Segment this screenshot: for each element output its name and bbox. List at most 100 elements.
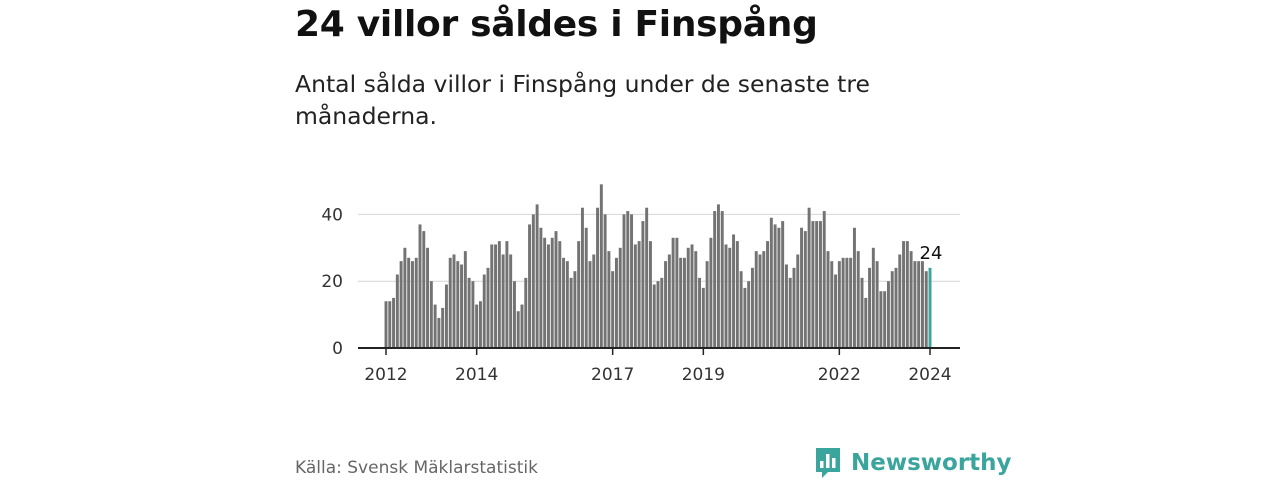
bar (611, 271, 615, 348)
bar (792, 267, 796, 348)
bar (811, 221, 815, 348)
bar (834, 274, 838, 348)
bar (720, 211, 724, 348)
bar (701, 287, 705, 348)
bar-highlight (928, 267, 932, 348)
bar (860, 277, 864, 348)
y-tick-label: 0 (332, 339, 343, 359)
bar (826, 251, 830, 348)
bar (841, 257, 845, 348)
bar (584, 227, 588, 348)
bar (637, 241, 641, 348)
bar (924, 271, 928, 348)
tick-labels: 0 20 40 2012 2014 2017 2019 2022 2024 (321, 205, 951, 385)
bar (728, 247, 732, 348)
bar (766, 241, 770, 348)
bar (800, 227, 804, 348)
bar (441, 307, 445, 348)
bar (713, 211, 717, 348)
bar (577, 241, 581, 348)
bar (664, 261, 668, 348)
bar (429, 281, 433, 348)
bars (384, 184, 932, 348)
bar (796, 254, 800, 348)
bar (735, 241, 739, 348)
bar (471, 281, 475, 348)
bar (667, 254, 671, 348)
bar (633, 244, 637, 348)
bar (490, 244, 494, 348)
brand-name: Newsworthy (851, 450, 1012, 476)
bar (414, 257, 418, 348)
bar (463, 251, 467, 348)
chart-subtitle: Antal sålda villor i Finspång under de s… (295, 70, 870, 130)
bar (822, 211, 826, 348)
y-tick-label: 40 (321, 205, 343, 225)
last-value-label: 24 (920, 243, 943, 264)
x-tick-label: 2014 (455, 365, 498, 385)
bar (433, 304, 437, 348)
bar (614, 257, 618, 348)
source-note: Källa: Svensk Mäklarstatistik (295, 458, 538, 478)
bar (482, 274, 486, 348)
bar (467, 277, 471, 348)
bar (395, 274, 399, 348)
bar (524, 277, 528, 348)
bar (599, 184, 603, 348)
x-tick-label: 2017 (591, 365, 634, 385)
bar (754, 251, 758, 348)
bar (656, 281, 660, 348)
bar (448, 257, 452, 348)
bar (743, 287, 747, 348)
bar (732, 234, 736, 348)
bar (501, 254, 505, 348)
bar (516, 311, 520, 348)
bar (546, 244, 550, 348)
bar (505, 241, 509, 348)
bar (618, 247, 622, 348)
axes (358, 347, 960, 355)
bar (607, 251, 611, 348)
bar (777, 227, 781, 348)
bar (486, 267, 490, 348)
bar (652, 284, 656, 348)
bar (920, 261, 924, 348)
bar (868, 267, 872, 348)
bar (875, 261, 879, 348)
bar (750, 267, 754, 348)
bar (399, 261, 403, 348)
bar (686, 247, 690, 348)
bar (852, 227, 856, 348)
bar (403, 247, 407, 348)
newsworthy-icon (816, 448, 840, 478)
bar (592, 254, 596, 348)
bar (580, 207, 584, 348)
bar (747, 281, 751, 348)
bar (648, 241, 652, 348)
newsworthy-logo[interactable]: Newsworthy (814, 445, 1012, 481)
bar (392, 297, 396, 348)
bar (705, 261, 709, 348)
bar (622, 214, 626, 348)
bar (894, 267, 898, 348)
bar (762, 251, 766, 348)
bar (898, 254, 902, 348)
bar (883, 291, 887, 348)
bar (856, 251, 860, 348)
bar (690, 244, 694, 348)
bar (682, 257, 686, 348)
bar (543, 237, 547, 348)
bar (830, 261, 834, 348)
bar (758, 254, 762, 348)
bar (626, 211, 630, 348)
bar (384, 301, 388, 348)
bar (588, 261, 592, 348)
bar (917, 261, 921, 348)
chart-title: 24 villor såldes i Finspång (295, 4, 818, 45)
bar (596, 207, 600, 348)
bar (845, 257, 849, 348)
x-tick-label: 2012 (364, 365, 407, 385)
bar (535, 204, 539, 348)
bar (784, 264, 788, 348)
